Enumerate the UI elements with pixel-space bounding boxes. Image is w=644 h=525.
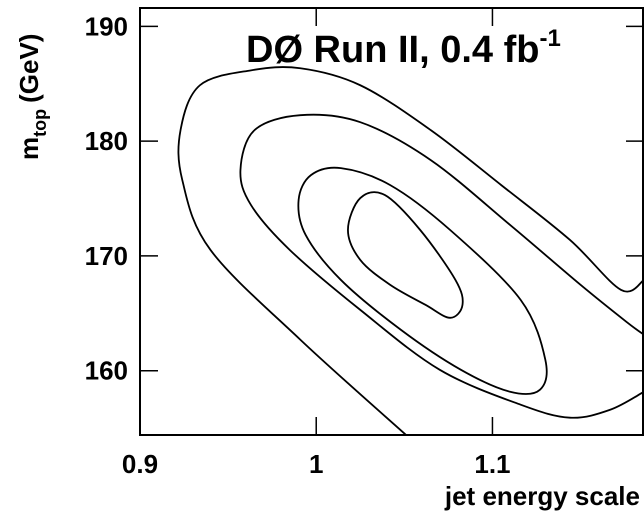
y-label-subscript: top [30,109,50,137]
y-tick-label: 170 [85,241,128,271]
contours [177,66,644,435]
title-superscript: -1 [539,25,560,52]
y-axis-label: mtop (GeV) [14,34,50,160]
contour-line [239,113,644,419]
x-tick-label: 1.1 [474,449,510,479]
plot-frame [139,7,644,436]
y-tick-label: 160 [85,356,128,386]
contour-line [347,191,464,319]
y-label-unit: (GeV) [14,34,44,103]
y-tick-label: 180 [85,126,128,156]
title-text: DØ Run II, 0.4 fb [246,29,539,71]
y-tick-label: 190 [85,11,128,41]
contour-line [177,66,644,435]
x-axis-label: jet energy scale [444,481,640,511]
chart-title: DØ Run II, 0.4 fb-1 [246,25,561,71]
contour-line [297,166,548,395]
y-label-main: m [14,137,44,160]
x-tick-label: 1 [309,449,323,479]
x-tick-label: 0.9 [122,449,158,479]
